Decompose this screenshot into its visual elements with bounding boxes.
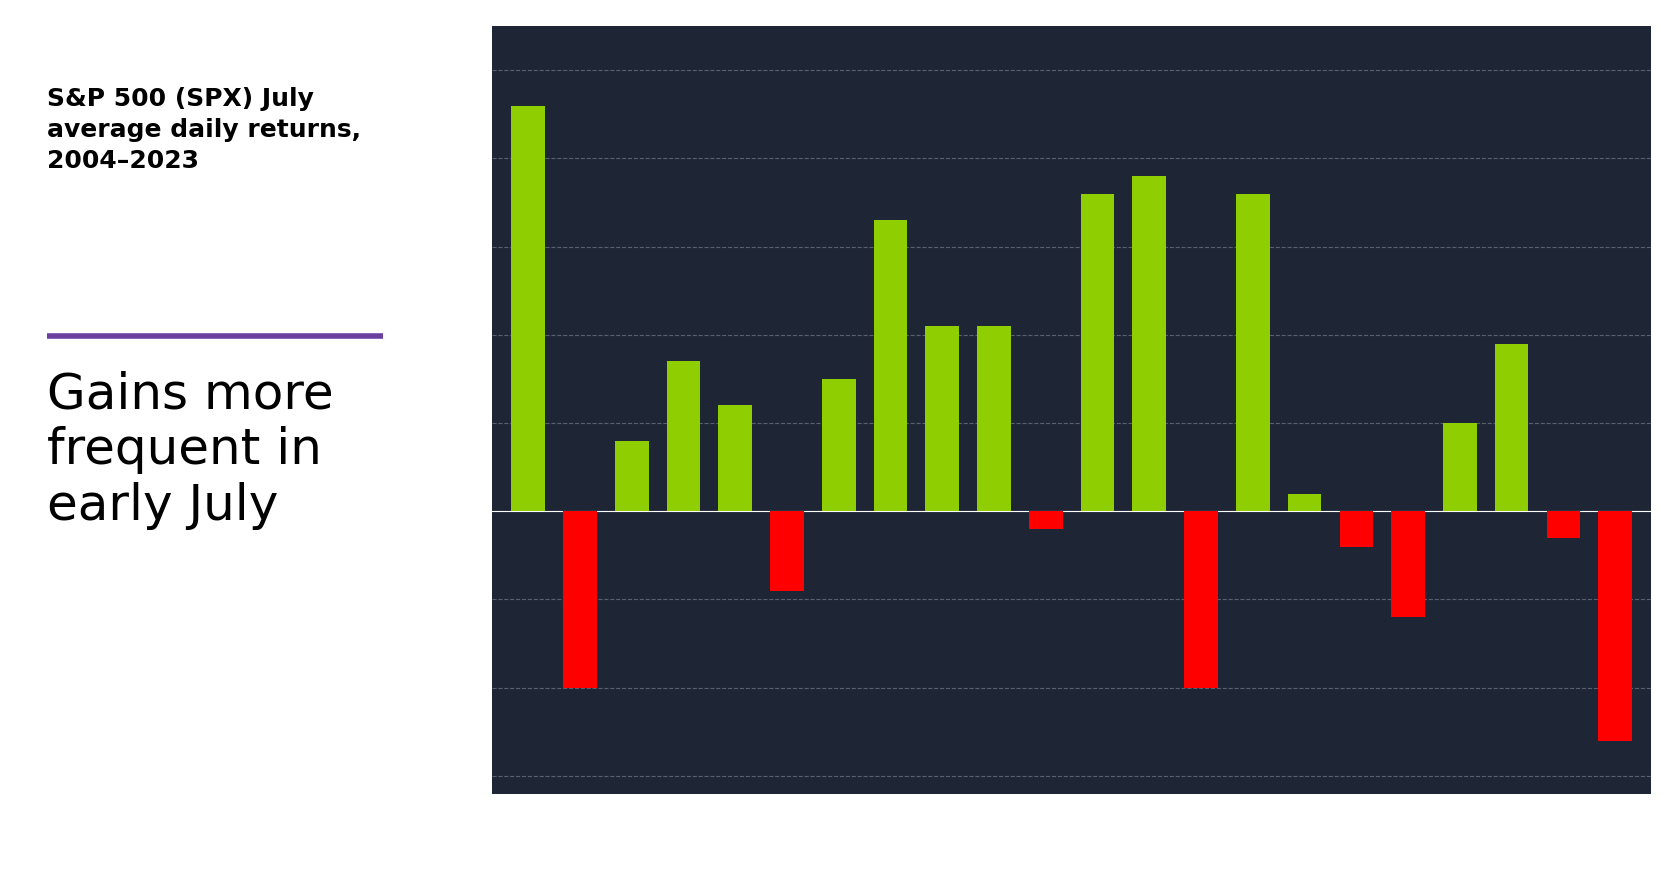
Bar [1029,511,1063,529]
Bar [1236,194,1269,511]
Bar [1443,423,1476,511]
Bar [512,106,545,511]
Bar [564,511,597,688]
Text: S&P 500 (SPX) July
average daily returns,
2004–2023: S&P 500 (SPX) July average daily returns… [47,87,360,173]
Bar [977,326,1011,511]
Bar [822,379,856,511]
Bar [1081,194,1114,511]
Bar [615,440,649,511]
Bar [1598,511,1631,740]
Text: Gains more
frequent in
early July: Gains more frequent in early July [47,371,334,530]
Bar [1288,494,1321,511]
Bar [874,221,907,511]
Bar [1495,344,1528,511]
X-axis label: Trading day of July: Trading day of July [977,828,1166,845]
Bar [1184,511,1218,688]
Bar [1546,511,1580,538]
Bar [719,405,752,511]
Bar [926,326,959,511]
Bar [1133,176,1166,511]
Bar [1339,511,1373,547]
Bar [1391,511,1424,617]
Bar [771,511,804,590]
Bar [667,361,701,511]
